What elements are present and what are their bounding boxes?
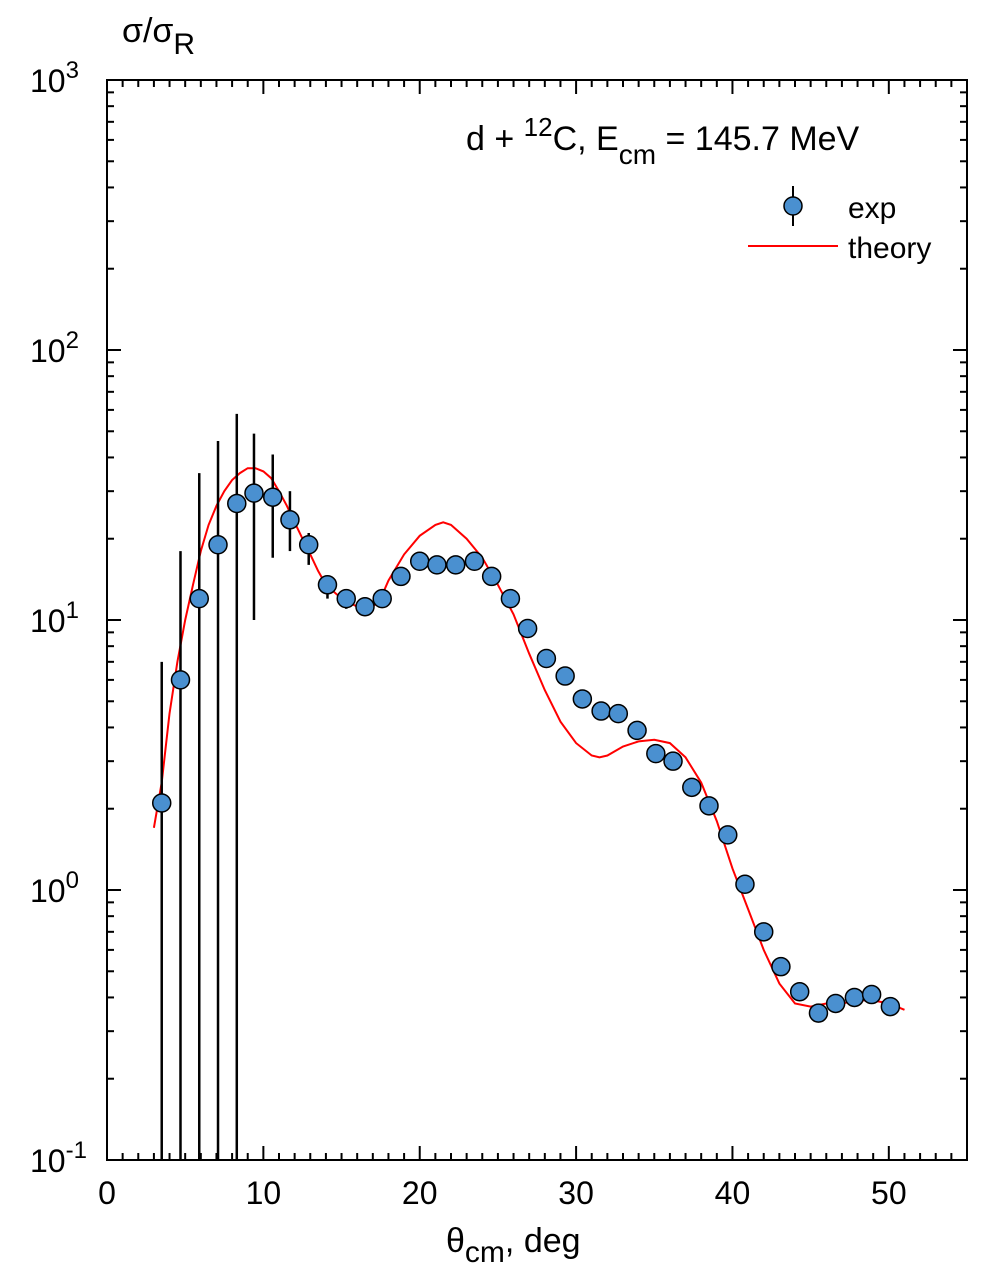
title-nucleus: C, E [553, 120, 619, 158]
y-tick-label-base: 10 [30, 63, 66, 99]
y-axis-label-subscript: R [173, 28, 195, 61]
exp-point [280, 510, 300, 530]
x-axis-label-suffix: , deg [505, 1222, 581, 1260]
exp-point [227, 493, 247, 514]
exp-point [808, 1003, 829, 1023]
exp-point [861, 984, 882, 1005]
x-axis-label-subscript: cm [465, 1236, 505, 1269]
exp-point [682, 777, 702, 798]
exp-point [646, 743, 666, 764]
y-tick-label: 102 [30, 327, 79, 369]
x-tick-label: 50 [871, 1175, 907, 1211]
title-reaction-prefix: d + [466, 120, 524, 158]
exp-point [355, 596, 375, 617]
exp-point [771, 956, 791, 977]
legend: exp theory [748, 186, 931, 265]
title-energy-value: = 145.7 MeV [656, 120, 860, 158]
exp-point [591, 701, 611, 721]
y-tick-label: 101 [30, 597, 79, 639]
exp-point [262, 487, 283, 507]
y-tick-label-exponent: -1 [66, 1137, 87, 1164]
exp-point [464, 551, 485, 572]
exp-point [500, 588, 521, 609]
exp-point [627, 720, 647, 741]
exp-point [244, 483, 264, 503]
exp-points [151, 483, 901, 1023]
legend-exp-marker [783, 196, 803, 216]
y-tick-label-exponent: 2 [66, 327, 79, 354]
exp-point [481, 566, 502, 587]
y-tick-label-base: 10 [30, 873, 66, 909]
y-tick-label: 10-1 [30, 1137, 87, 1179]
exp-point [170, 670, 191, 690]
exp-point [844, 987, 865, 1008]
exp-point [336, 588, 356, 609]
x-tick-label: 40 [715, 1175, 751, 1211]
exp-point [445, 555, 466, 575]
title-energy-subscript: cm [619, 139, 656, 170]
exp-point [208, 534, 228, 555]
exp-point [298, 534, 319, 555]
exp-point [663, 751, 683, 771]
x-axis-label-main: θ [446, 1222, 465, 1260]
y-tick-label-exponent: 3 [66, 57, 79, 84]
y-axis-label-main: σ/σ [122, 12, 173, 50]
legend-theory-label: theory [848, 232, 931, 265]
exp-errorbars [160, 413, 892, 1160]
exp-point [409, 551, 430, 572]
exp-point [427, 555, 447, 575]
exp-point [517, 618, 538, 639]
theory-series [152, 467, 905, 1011]
y-tick-label-exponent: 0 [66, 867, 79, 894]
legend-exp-label: exp [848, 192, 896, 225]
x-tick-label: 10 [246, 1175, 282, 1211]
axis-ticks [106, 79, 968, 1161]
exp-point [735, 874, 755, 895]
y-tick-label-base: 10 [30, 603, 66, 639]
exp-point [789, 981, 810, 1002]
x-axis-label: θcm, deg [446, 1222, 581, 1269]
exp-point [699, 796, 719, 816]
exp-point [880, 996, 901, 1017]
exp-point [391, 566, 411, 587]
y-tick-label: 103 [30, 57, 79, 99]
exp-point [536, 648, 557, 669]
y-tick-label-base: 10 [30, 333, 66, 369]
x-tick-label: 30 [558, 1175, 594, 1211]
exp-point [608, 703, 629, 724]
x-tick-label: 0 [98, 1175, 116, 1211]
title-mass-number: 12 [524, 112, 553, 142]
y-axis-label: σ/σR [122, 12, 195, 61]
exp-point [317, 575, 338, 595]
chart-title: d + 12C, Ecm = 145.7 MeV [466, 112, 860, 170]
exp-point [718, 825, 738, 845]
exp-point [372, 588, 392, 609]
exp-point [753, 922, 774, 942]
y-tick-label: 100 [30, 867, 79, 909]
y-tick-label-exponent: 1 [66, 597, 79, 624]
exp-point [151, 793, 172, 813]
x-tick-label: 20 [402, 1175, 438, 1211]
exp-point [825, 993, 846, 1014]
y-tick-label-base: 10 [30, 1143, 66, 1179]
theory-line [152, 467, 905, 1011]
exp-point [555, 666, 575, 686]
exp-point [189, 588, 210, 609]
exp-point [572, 689, 593, 709]
